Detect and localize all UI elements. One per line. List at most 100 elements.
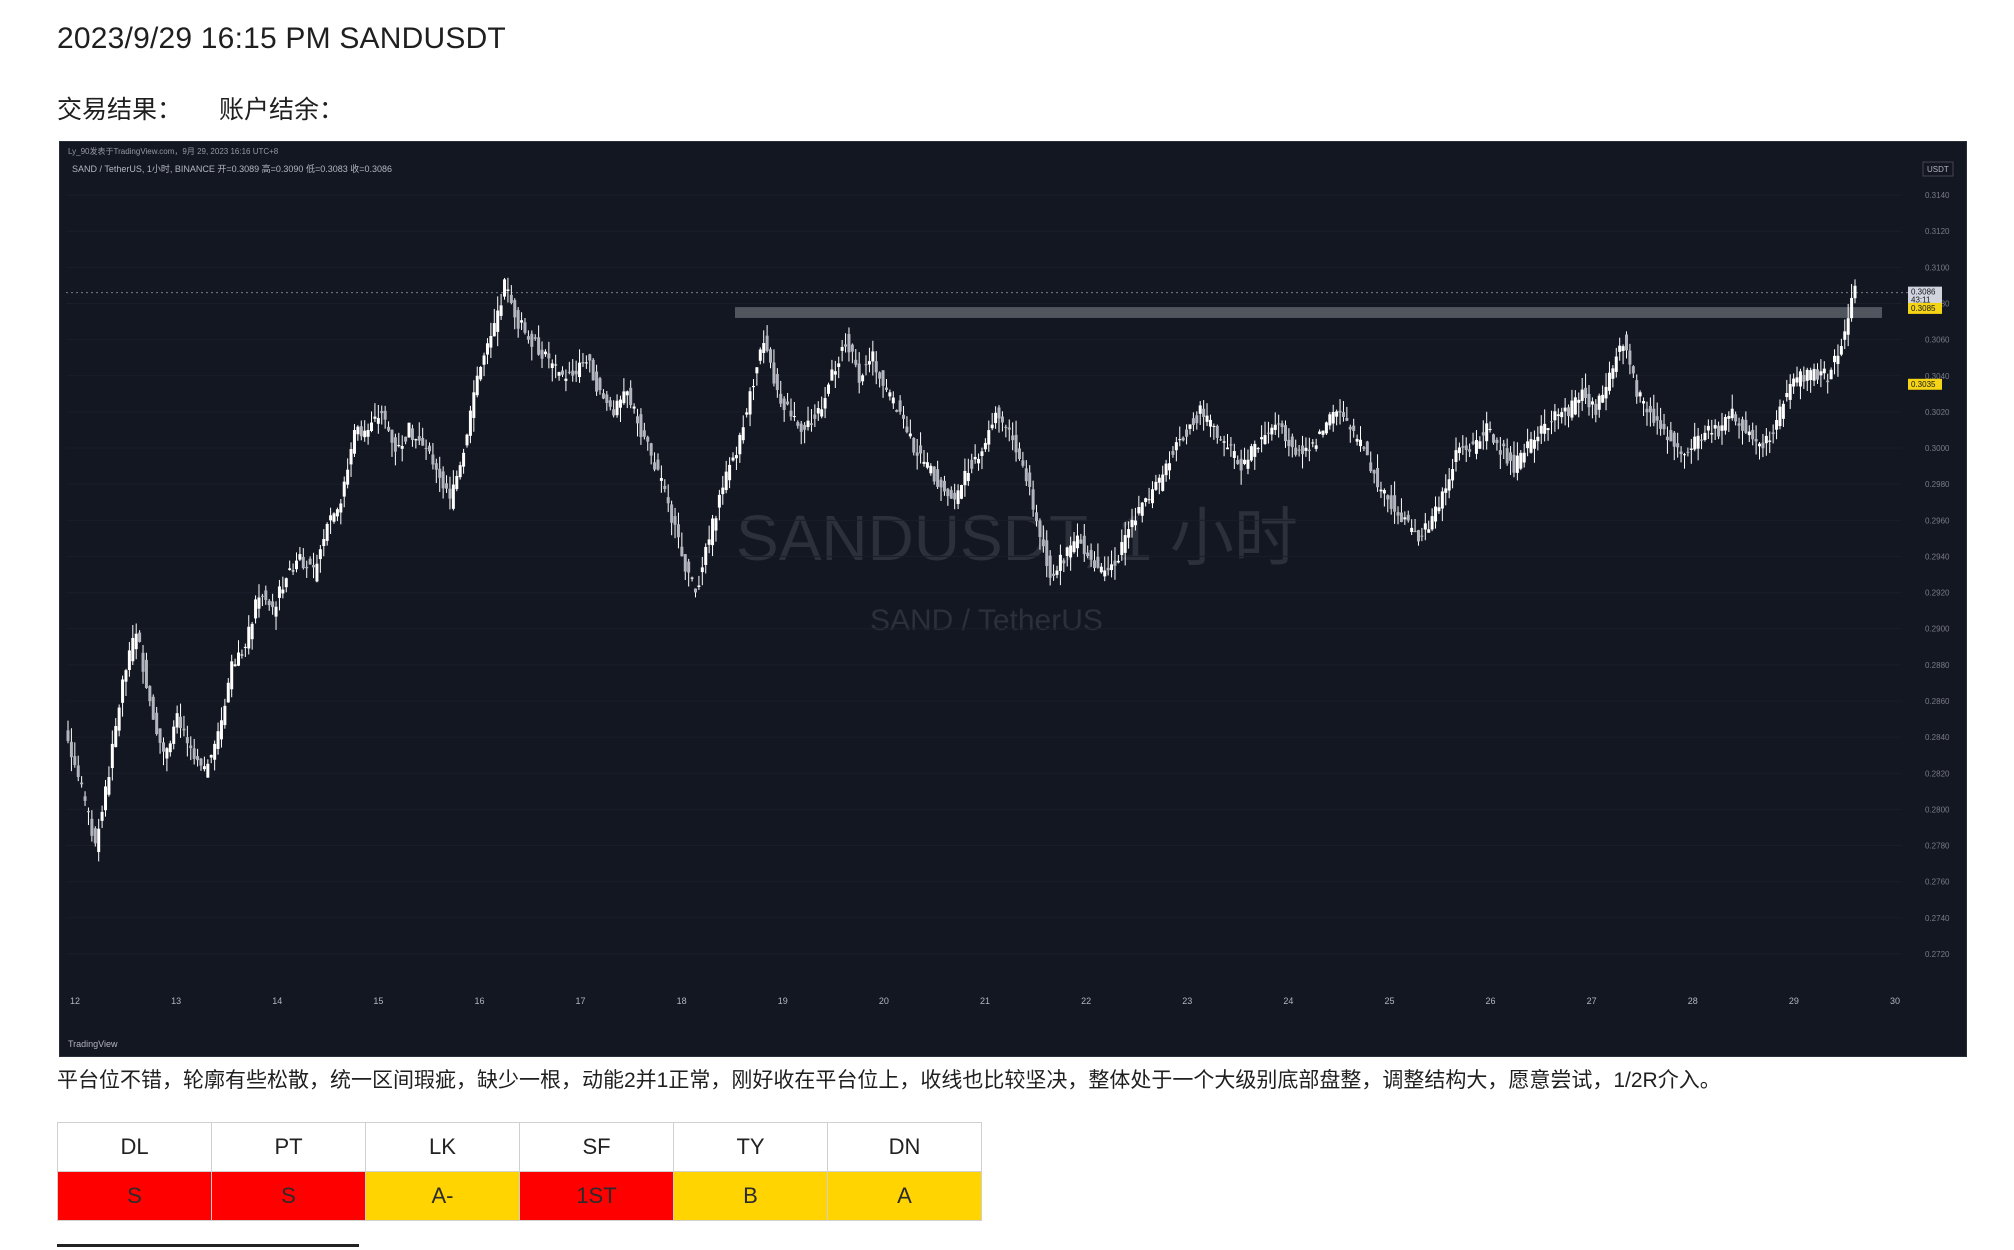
candle-body: [1065, 547, 1069, 557]
candle-body: [1021, 460, 1025, 466]
candle-body: [182, 728, 186, 731]
candle-body: [496, 310, 500, 332]
candle-body: [294, 560, 298, 570]
candle-body: [281, 589, 285, 594]
candle-body: [1758, 443, 1762, 447]
candle-body: [1055, 570, 1059, 575]
candle-body: [489, 335, 493, 348]
candle-body: [608, 400, 612, 407]
candle-body: [1058, 554, 1062, 571]
candle-body: [513, 300, 517, 318]
candle-body: [1328, 414, 1332, 426]
score-value-row: S S A- 1ST B A: [57, 1171, 982, 1221]
candle-body: [1543, 423, 1547, 434]
candle-body: [1154, 481, 1158, 490]
candle-body: [189, 745, 193, 749]
resistance-zone: [735, 307, 1882, 318]
candle-body: [970, 459, 974, 469]
candle-body: [1788, 383, 1792, 400]
candle-body: [158, 728, 162, 743]
candle-body: [813, 414, 817, 419]
price-tag-yellow-1: [1908, 302, 1942, 314]
candle-body: [1590, 401, 1594, 405]
candle-body: [912, 437, 916, 453]
candle-body: [1219, 439, 1223, 441]
price-chart[interactable]: Ly_90发表于TradingView.com，9月 29, 2023 16:1…: [59, 141, 1967, 1057]
candle-body: [73, 756, 77, 766]
candle-body: [854, 359, 858, 365]
x-tick-label: 28: [1688, 996, 1698, 1006]
candle-body: [1024, 468, 1028, 482]
x-tick-label: 25: [1384, 996, 1394, 1006]
candle-body: [247, 626, 251, 649]
candle-body: [192, 748, 196, 759]
candle-body: [1096, 556, 1100, 568]
candle-body: [1147, 499, 1151, 501]
candle-body: [1208, 419, 1212, 427]
candle-body: [216, 731, 220, 749]
candle-body: [427, 445, 431, 452]
candle-body: [1682, 454, 1686, 456]
candle-body: [1601, 394, 1605, 403]
candle-body: [342, 481, 346, 497]
candle-body: [138, 632, 142, 642]
candle-body: [1522, 452, 1526, 463]
candle-body: [1669, 430, 1673, 442]
candle-body: [540, 349, 544, 359]
candle-body: [1297, 449, 1301, 451]
candle-body: [288, 568, 292, 570]
candle-body: [936, 469, 940, 487]
candle-body: [1764, 435, 1768, 444]
candle-body: [693, 588, 697, 593]
y-tick-label: 0.2900: [1925, 625, 1950, 634]
candle-body: [1744, 419, 1748, 433]
candle-body: [291, 570, 295, 572]
candle-body: [1553, 411, 1557, 421]
candle-body: [339, 503, 343, 513]
candle-body: [983, 442, 987, 450]
candle-body: [830, 369, 834, 381]
score-value-dl: S: [57, 1171, 212, 1221]
candle-body: [581, 362, 585, 364]
candle-body: [1270, 427, 1274, 435]
candle-body: [117, 707, 121, 731]
candle-body: [1611, 368, 1615, 379]
candle-body: [1174, 442, 1178, 451]
candle-body: [516, 310, 520, 329]
candle-body: [1444, 488, 1448, 493]
candle-body: [509, 294, 513, 303]
candle-body: [1416, 530, 1420, 542]
candle-body: [1563, 407, 1567, 412]
candle-body: [1805, 369, 1809, 381]
candle-body: [1747, 431, 1751, 436]
candle-body: [376, 418, 380, 424]
candle-body: [891, 397, 895, 404]
candle-body: [202, 766, 206, 770]
candle-body: [83, 796, 87, 801]
candle-body: [1829, 369, 1833, 380]
candle-body: [1798, 371, 1802, 387]
candle-body: [1144, 498, 1148, 503]
candle-body: [823, 398, 827, 409]
candle-body: [1686, 451, 1690, 453]
candle-body: [605, 394, 609, 403]
x-tick-label: 24: [1283, 996, 1293, 1006]
candle-body: [332, 513, 336, 522]
candle-body: [741, 427, 745, 441]
score-value-lk: A-: [365, 1171, 520, 1221]
candle-body: [642, 430, 646, 437]
candle-body: [724, 471, 728, 491]
chart-symbol-line: SAND / TetherUS, 1小时, BINANCE 开=0.3089 高…: [72, 163, 392, 174]
candle-body: [1277, 423, 1281, 425]
candle-body: [680, 546, 684, 557]
candle-body: [837, 363, 841, 367]
candle-body: [196, 756, 200, 761]
y-tick-label: 0.2860: [1925, 697, 1950, 706]
candle-body: [687, 561, 691, 573]
candle-body: [1130, 519, 1134, 528]
candle-body: [421, 437, 425, 446]
candle-body: [1635, 380, 1639, 397]
candle-body: [1659, 420, 1663, 429]
candle-body: [925, 462, 929, 468]
chart-publish-info: Ly_90发表于TradingView.com，9月 29, 2023 16:1…: [68, 146, 279, 156]
